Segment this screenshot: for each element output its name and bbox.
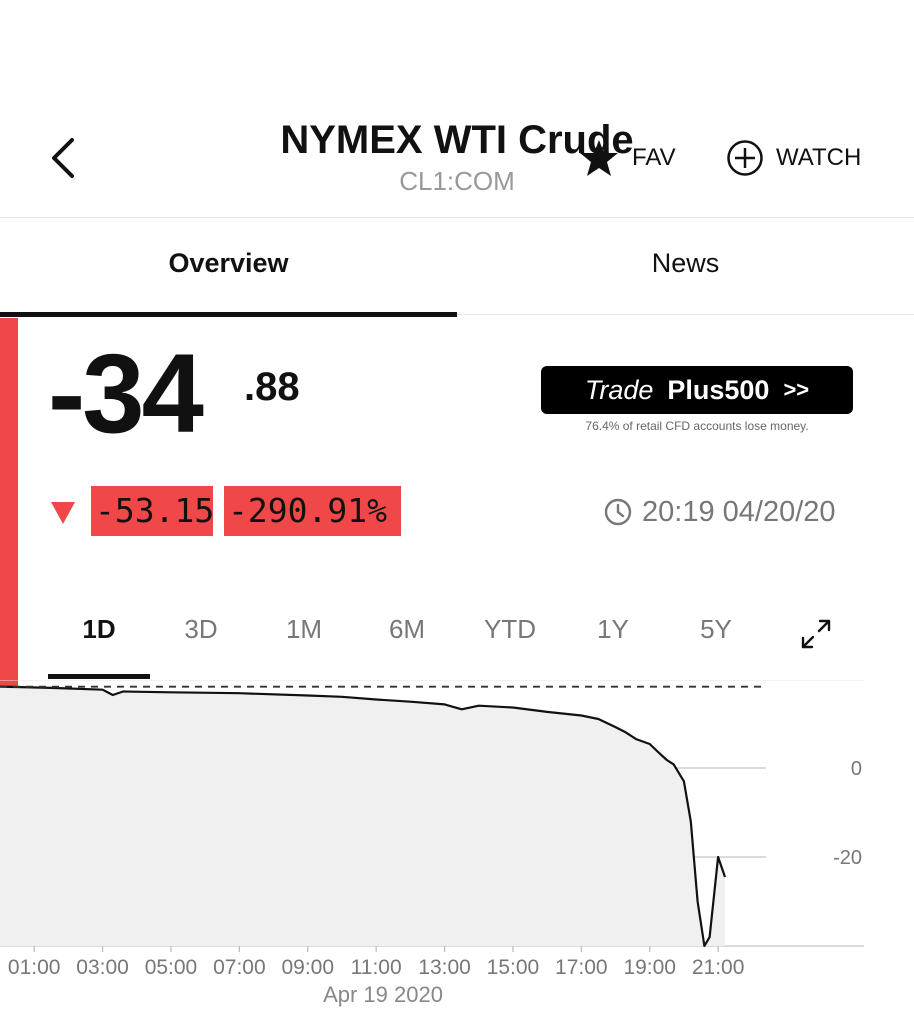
clock-icon [604, 498, 632, 526]
range-1d[interactable]: 1D [82, 614, 116, 644]
ad-arrows: >> [783, 377, 810, 402]
x-tick-label: 03:00 [76, 956, 129, 979]
ticker-symbol: CL1:COM [399, 166, 515, 196]
page-title: NYMEX WTI Crude [280, 118, 634, 162]
y-tick-label: 0 [851, 758, 862, 780]
price-line [0, 685, 727, 948]
x-tick-label: 17:00 [555, 956, 608, 979]
change-direction-bar [0, 318, 18, 690]
active-range-indicator [48, 674, 150, 679]
watch-label: WATCH [776, 144, 862, 171]
fav-label: FAV [632, 144, 676, 171]
x-tick-label: 09:00 [281, 956, 334, 979]
ad-brand: Plus500 [667, 374, 770, 405]
ad-trade-label: Trade [584, 374, 654, 405]
watch-button[interactable]: WATCH [726, 138, 861, 178]
plus-circle-icon [727, 140, 763, 176]
tab-overview[interactable]: Overview [168, 248, 289, 278]
trade-ad-button[interactable]: Trade Plus500 >> [541, 366, 853, 414]
chevron-left-icon [52, 138, 74, 178]
range-ytd[interactable]: YTD [484, 614, 536, 644]
price-area [0, 686, 725, 946]
range-6m[interactable]: 6M [388, 614, 426, 644]
x-tick-label: 19:00 [623, 956, 676, 979]
tab-divider [457, 314, 914, 315]
ad-disclaimer: 76.4% of retail CFD accounts lose money. [585, 419, 809, 433]
timestamp-text: 20:19 04/20/20 [642, 495, 836, 528]
expand-icon [801, 619, 831, 649]
x-tick-label: 05:00 [145, 956, 198, 979]
price-integer: -34 [48, 331, 204, 456]
last-updated: 20:19 04/20/20 [604, 492, 836, 532]
down-triangle-icon [51, 502, 75, 524]
expand-chart-button[interactable] [798, 616, 834, 652]
tab-news[interactable]: News [651, 248, 720, 278]
x-tick-label: 01:00 [8, 956, 61, 979]
price-chart: 0 -20 01:00 03:00 05:00 07:00 09:00 11:00 13:00 1… [0, 680, 864, 979]
header-divider [0, 217, 914, 218]
change-absolute: -53.15 [91, 486, 214, 536]
range-1y[interactable]: 1Y [597, 614, 629, 644]
range-1m[interactable]: 1M [285, 614, 323, 644]
price-decimal: .88 [244, 365, 300, 409]
x-tick-label: 13:00 [418, 956, 471, 979]
x-tick-label: 15:00 [487, 956, 540, 979]
change-percent: -290.91% [224, 486, 401, 536]
star-icon [580, 140, 618, 176]
active-tab-indicator [0, 312, 457, 317]
x-tick-label: 21:00 [692, 956, 745, 979]
chart-date-label: Apr 19 2020 [323, 982, 443, 1007]
range-3d[interactable]: 3D [184, 614, 218, 644]
x-tick-label: 07:00 [213, 956, 266, 979]
range-5y[interactable]: 5Y [700, 614, 732, 644]
back-button[interactable] [40, 130, 90, 186]
x-tick-label: 11:00 [351, 956, 402, 979]
y-tick-label: -20 [833, 847, 862, 869]
fav-button[interactable]: FAV [578, 138, 676, 178]
